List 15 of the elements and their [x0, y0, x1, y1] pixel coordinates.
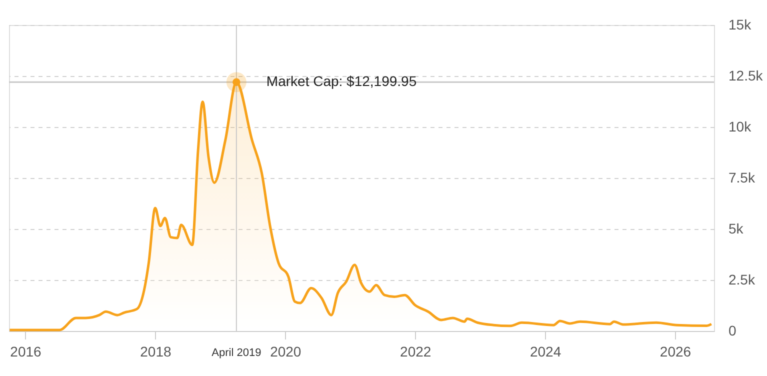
x-tick-label: 2016: [10, 344, 42, 360]
annotation: Market Cap: $12,199.95: [266, 73, 417, 90]
y-tick-label: 10k: [728, 118, 752, 134]
y-tick-label: 5k: [728, 220, 744, 236]
x-tick-label: 2026: [660, 344, 692, 360]
y-tick-label: 7.5k: [728, 170, 756, 186]
y-tick-label: 12.5k: [728, 68, 764, 84]
x-tick-label: 2024: [530, 344, 562, 360]
y-tick-label: 0: [728, 322, 736, 338]
x-tick-label: 2022: [400, 344, 432, 360]
y-tick-label: 15k: [728, 16, 752, 32]
ref-line-label: April 2019: [212, 347, 262, 359]
x-tick-label: 2018: [140, 344, 172, 360]
y-tick-label: 2.5k: [728, 272, 756, 288]
x-tick-label: 2020: [270, 344, 302, 360]
